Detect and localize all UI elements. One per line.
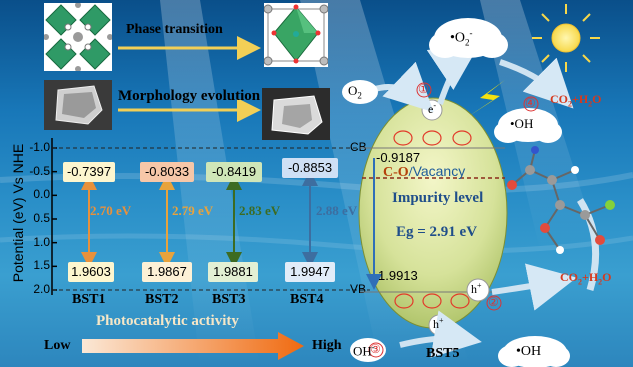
y-tick-label: -0.5 bbox=[29, 163, 50, 178]
bst3-vb-value: 1.9881 bbox=[208, 262, 258, 282]
defect-co: C-O bbox=[383, 165, 409, 180]
y-tick-label: 1.0 bbox=[33, 234, 50, 249]
hydroxyl-radical-bottom: •OH bbox=[516, 344, 542, 359]
bst2-vb-value: 1.9867 bbox=[142, 262, 192, 282]
hole-label: h+ bbox=[433, 316, 444, 331]
phase-transition-label: Phase transition bbox=[126, 22, 223, 37]
activity-low-label: Low bbox=[44, 338, 71, 353]
bst2-label: BST2 bbox=[145, 292, 179, 307]
bst1-label: BST1 bbox=[72, 292, 106, 307]
bandgap-label: Eg = 2.91 eV bbox=[396, 224, 478, 240]
crystal-structure-image bbox=[44, 3, 112, 71]
bst4-vb-value: 1.9947 bbox=[285, 262, 335, 282]
morphology-evolution-label: Morphology evolution bbox=[118, 88, 261, 104]
tetragonal-structure-image bbox=[264, 3, 328, 67]
bst3-gap-value: 2.83 eV bbox=[239, 203, 281, 218]
bst4-gap-value: 2.88 eV bbox=[316, 203, 358, 218]
bst1-gap-value: 2.70 eV bbox=[90, 203, 132, 218]
electron-label: e- bbox=[428, 101, 436, 116]
superoxide-label: •O2- bbox=[450, 28, 473, 48]
cb-label: CB bbox=[350, 140, 367, 154]
bst1-vb-value: 1.9603 bbox=[68, 262, 114, 282]
defect-vacancy: Vacancy bbox=[412, 163, 466, 179]
hydroxide-ion-label: OH- bbox=[353, 342, 375, 359]
bst3-cb-value: -0.8419 bbox=[206, 162, 262, 182]
bst2-gap-value: 2.79 eV bbox=[172, 203, 214, 218]
activity-title: Photocatalytic activity bbox=[96, 313, 239, 329]
hole-label: h+ bbox=[471, 281, 482, 296]
step-marker: ② bbox=[488, 295, 499, 309]
y-tick-label: 2.0 bbox=[33, 282, 50, 296]
y-tick-label: 0.5 bbox=[33, 211, 50, 225]
activity-high-label: High bbox=[312, 338, 342, 353]
step-marker: ④ bbox=[525, 96, 536, 110]
hydroxyl-radical-top: •OH bbox=[510, 116, 534, 131]
step-marker: ① bbox=[418, 82, 429, 96]
o2-label: O2 bbox=[348, 83, 362, 101]
y-tick-label: 0.0 bbox=[33, 187, 50, 202]
bst5-cb-value: -0.9187 bbox=[376, 150, 421, 165]
bst4-label: BST4 bbox=[290, 292, 324, 307]
bst4-cb-value: -0.8853 bbox=[282, 158, 338, 178]
co2-h2o-top: CO2+H2O bbox=[550, 92, 602, 109]
bst3-label: BST3 bbox=[212, 292, 246, 307]
bst5-label: BST5 bbox=[426, 346, 460, 361]
defect-label: C-O/Vacancy bbox=[383, 163, 465, 181]
bst1-cb-value: -0.7397 bbox=[63, 162, 115, 182]
co2-h2o-bottom: CO2+H2O bbox=[560, 270, 612, 287]
sem-image-initial bbox=[44, 80, 112, 130]
bst5-vb-value: 1.9913 bbox=[378, 268, 418, 283]
impurity-level-label: Impurity level bbox=[392, 190, 484, 206]
y-tick-label: 1.5 bbox=[33, 258, 50, 273]
defect-separator: / bbox=[408, 165, 413, 180]
sem-image-evolved bbox=[262, 88, 330, 140]
step-marker: ③ bbox=[370, 342, 381, 356]
activity-arrow bbox=[82, 332, 304, 360]
bst2-cb-value: -0.8033 bbox=[140, 162, 194, 182]
y-tick-label: -1.0 bbox=[29, 140, 50, 154]
